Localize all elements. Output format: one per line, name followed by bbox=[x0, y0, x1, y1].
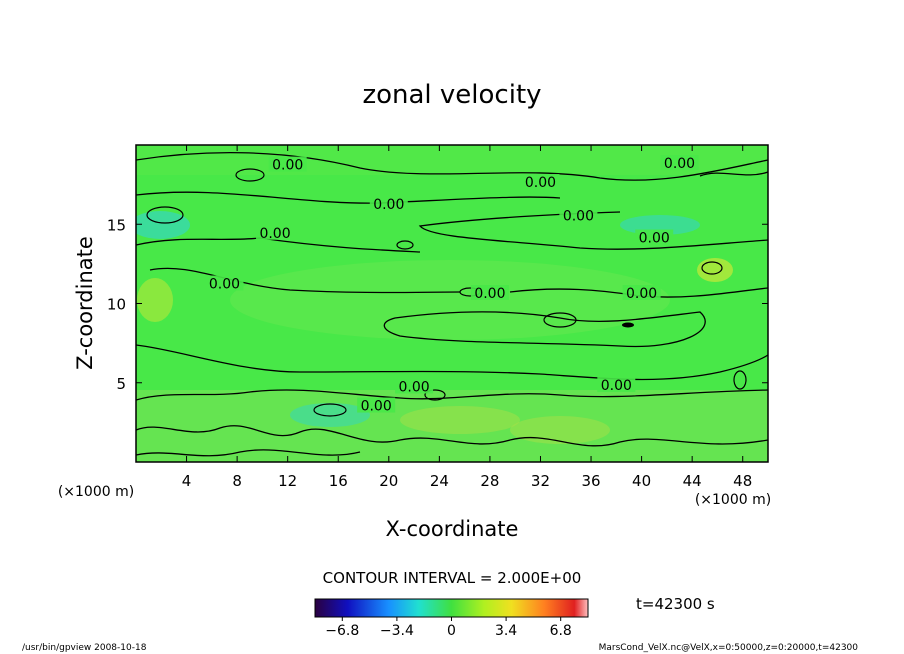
x-tick-label: 36 bbox=[581, 472, 600, 490]
contour-loop bbox=[543, 312, 577, 328]
contour-loop bbox=[313, 403, 347, 417]
x-tick-label: 24 bbox=[430, 472, 449, 490]
contour-line bbox=[136, 425, 768, 447]
contour-interval: CONTOUR INTERVAL = 2.000E+00 bbox=[323, 569, 582, 587]
contour-label-bg bbox=[268, 156, 307, 172]
contour-label-bg bbox=[205, 275, 244, 291]
contour-label: 0.00 bbox=[398, 380, 429, 396]
contour-line bbox=[699, 171, 768, 177]
colorbar-tick-label: −3.4 bbox=[380, 623, 414, 639]
colorbar: −6.8 −3.4 0 3.4 6.8 bbox=[314, 598, 589, 639]
y-axis-label: Z-coordinate bbox=[73, 236, 97, 370]
x-tick-label: 4 bbox=[182, 472, 192, 490]
contour-labels: 0.00 0.00 0.00 0.00 0.00 0.00 0.00 0.00 0.00 0.00… bbox=[205, 155, 699, 415]
contour-line bbox=[136, 151, 768, 181]
x-tick-label: 40 bbox=[632, 472, 651, 490]
field-patch bbox=[697, 258, 733, 282]
contour-loop bbox=[733, 370, 747, 390]
colorbar-tick-label: 0 bbox=[447, 623, 456, 639]
colorbar-tick-label: 6.8 bbox=[550, 623, 572, 639]
footer-left: /usr/bin/gpview 2008-10-18 bbox=[22, 643, 147, 653]
contour-label: 0.00 bbox=[563, 208, 594, 224]
x-tick-label: 44 bbox=[683, 472, 702, 490]
contour-label-bg bbox=[635, 229, 674, 245]
field-patch bbox=[230, 260, 670, 340]
x-axis-label: X-coordinate bbox=[386, 517, 519, 541]
x-tick-label: 12 bbox=[278, 472, 297, 490]
contour-line bbox=[136, 449, 361, 457]
footer-right: MarsCond_VelX.nc@VelX,x=0:50000,z=0:2000… bbox=[599, 643, 859, 653]
contour-loop bbox=[396, 240, 414, 250]
contour-label: 0.00 bbox=[639, 231, 670, 247]
x-unit-left: (×1000 m) bbox=[58, 484, 134, 500]
contour-label: 0.00 bbox=[525, 175, 556, 191]
field-patch bbox=[400, 406, 520, 434]
contour-line bbox=[149, 267, 461, 294]
colorbar-ticks: −6.8 −3.4 0 3.4 6.8 bbox=[325, 617, 572, 639]
contour-loop bbox=[146, 206, 184, 224]
x-tick-label: 28 bbox=[480, 472, 499, 490]
field-patch bbox=[290, 403, 370, 427]
field-patch bbox=[137, 278, 173, 322]
contour-label-bg bbox=[660, 155, 699, 171]
contour-label: 0.00 bbox=[272, 158, 303, 174]
contour-label-bg bbox=[521, 174, 560, 190]
contour-label: 0.00 bbox=[626, 286, 657, 302]
contour-line bbox=[418, 211, 768, 250]
contour-label: 0.00 bbox=[373, 197, 404, 213]
contour-label: 0.00 bbox=[474, 286, 505, 302]
x-tick-label: 8 bbox=[232, 472, 242, 490]
chart-title: zonal velocity bbox=[362, 80, 541, 110]
contour-line bbox=[136, 344, 768, 381]
contour-label-bg bbox=[559, 207, 598, 223]
contour-label: 0.00 bbox=[209, 276, 240, 292]
x-tick-label: 20 bbox=[379, 472, 398, 490]
y-tick-label: 15 bbox=[107, 216, 126, 234]
contour-label: 0.00 bbox=[664, 156, 695, 172]
contour-label: 0.00 bbox=[601, 378, 632, 394]
contour-label-bg bbox=[470, 284, 509, 300]
time-label: t=42300 s bbox=[636, 595, 715, 613]
contour-label-bg bbox=[597, 376, 636, 392]
x-tick-label: 48 bbox=[733, 472, 752, 490]
x-axis-ticks: 4 8 12 16 20 24 28 32 36 40 44 48 bbox=[182, 145, 752, 490]
contour-label: 0.00 bbox=[259, 226, 290, 242]
x-unit-right: (×1000 m) bbox=[695, 492, 771, 508]
contour-label-bg bbox=[622, 284, 661, 300]
contour-label-bg bbox=[395, 378, 434, 394]
contour-label: 0.00 bbox=[361, 399, 392, 415]
plot-area: 0.00 0.00 0.00 0.00 0.00 0.00 0.00 0.00 0.00 0.00… bbox=[107, 144, 769, 490]
contour-loop bbox=[701, 261, 723, 275]
x-tick-label: 16 bbox=[329, 472, 348, 490]
colorbar-gradient bbox=[314, 598, 589, 618]
heatmap-field bbox=[136, 145, 768, 462]
colorbar-tick-label: −6.8 bbox=[325, 623, 359, 639]
contour-line bbox=[383, 311, 706, 348]
contour-label-bg bbox=[369, 196, 408, 212]
colorbar-tick-label: 3.4 bbox=[495, 623, 517, 639]
y-axis-ticks: 5 10 15 bbox=[107, 216, 768, 393]
field-patch bbox=[510, 416, 610, 444]
contour-label-bg bbox=[256, 224, 295, 240]
contour-loop bbox=[622, 322, 634, 328]
x-tick-label: 32 bbox=[531, 472, 550, 490]
y-tick-label: 5 bbox=[116, 375, 126, 393]
contour-loop bbox=[424, 389, 446, 401]
contour-line bbox=[136, 389, 768, 401]
contour-label-bg bbox=[357, 397, 396, 413]
field-patch bbox=[136, 211, 190, 239]
contour-loop bbox=[235, 168, 265, 182]
y-tick-label: 10 bbox=[107, 296, 126, 314]
